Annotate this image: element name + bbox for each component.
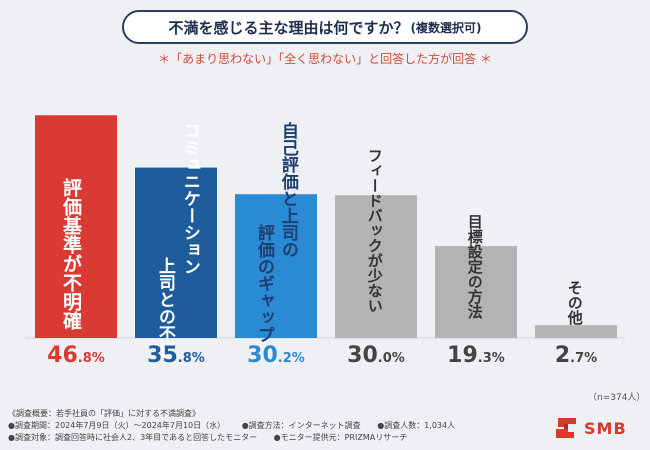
category-label-3-line-1: 自己評価と上司の <box>277 122 298 258</box>
value-label-int: 19 <box>447 343 478 368</box>
value-label-int: 46 <box>47 343 78 368</box>
value-label-dec: .8% <box>77 351 105 366</box>
value-label-3: 30.2% <box>231 343 321 368</box>
value-label-int: 35 <box>147 343 178 368</box>
value-label-int: 30 <box>347 343 378 368</box>
survey-method: ●調査方法：インターネット調査 <box>241 421 361 430</box>
survey-target: ●調査対象：調査回答時に社会人2、3年目であると回答したモニター <box>8 433 258 442</box>
value-label-dec: .8% <box>177 351 205 366</box>
survey-provider: ●モニター提供元：PRIZMAリサーチ <box>273 433 408 442</box>
bar-4 <box>335 195 417 338</box>
category-label-6: その他 <box>565 280 584 325</box>
sample-size: （n=374人） <box>588 393 646 403</box>
bar-3 <box>235 194 317 338</box>
survey-count: ●調査人数：1,034人 <box>377 421 456 430</box>
title-box: 不満を感じる主な理由は何ですか？ (複数選択可) <box>122 10 528 44</box>
category-label-5: 目標設定の方法 <box>465 214 484 319</box>
value-label-int: 2 <box>554 343 571 368</box>
value-label-dec: .3% <box>477 351 505 366</box>
bar-6 <box>535 325 617 338</box>
chart-title-note: (複数選択可) <box>410 20 482 35</box>
category-label-4: フィードバックが少ない <box>365 148 384 313</box>
value-label-dec: .0% <box>377 351 405 366</box>
value-label-1: 46.8% <box>31 343 121 368</box>
brand-logo: SMB <box>554 416 627 440</box>
survey-footer: 《調査概要：若手社員の「評価」に対する不満調査》 ●調査期間：2024年7月9日… <box>8 408 469 444</box>
logo-text: SMB <box>584 418 627 438</box>
bar-2 <box>135 167 217 338</box>
category-label-2-line-1: コミュニケーション <box>179 122 200 275</box>
value-label-2: 35.8% <box>131 343 221 368</box>
value-label-6: 2.7% <box>531 343 621 368</box>
survey-overview: 《調査概要：若手社員の「評価」に対する不満調査》 <box>8 409 200 418</box>
value-label-5: 19.3% <box>431 343 521 368</box>
survey-period: ●調査期間：2024年7月9日（火）～2024年7月10日（水） <box>8 421 226 430</box>
bar-1 <box>35 115 117 339</box>
value-label-int: 30 <box>247 343 278 368</box>
category-label-1: 評価基準が不明確 <box>59 178 82 330</box>
value-label-dec: .2% <box>277 351 305 366</box>
category-label-2-line-2: 上司との不足 <box>154 257 175 359</box>
value-label-dec: .7% <box>570 351 598 366</box>
value-label-4: 30.0% <box>331 343 421 368</box>
chart-subtitle: ＊「あまり思わない」「全く思わない」と回答した方が回答 ＊ <box>158 52 492 66</box>
smb-logo-icon <box>556 418 576 438</box>
bar-5 <box>435 246 517 338</box>
chart-title: 不満を感じる主な理由は何ですか？ <box>168 18 409 37</box>
category-label-3-line-2: 評価のギャップ <box>253 224 274 343</box>
